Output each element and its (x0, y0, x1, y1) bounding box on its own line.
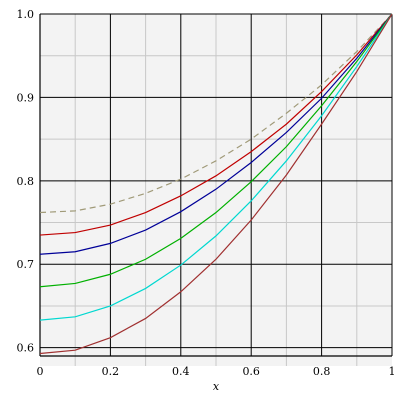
axes (39, 14, 392, 357)
y-tick-label: 0.6 (17, 342, 35, 355)
y-tick-label: 1.0 (17, 8, 35, 21)
x-tick-label: 0.4 (172, 365, 190, 378)
minor-grid (40, 14, 392, 366)
x-tick-label: 0.8 (313, 365, 331, 378)
x-tick-label: 0 (37, 365, 44, 378)
y-tick-label: 0.9 (17, 91, 35, 104)
x-tick-label: 0.2 (102, 365, 120, 378)
series-line-2 (39, 13, 393, 236)
x-tick-label: 1 (389, 365, 396, 378)
x-axis-label: x (213, 380, 220, 393)
series-line-6 (39, 13, 393, 355)
y-tick-label: 0.8 (17, 175, 35, 188)
x-tick-label: 0.6 (242, 365, 260, 378)
series-line-1 (39, 13, 393, 214)
y-tick-label: 0.7 (17, 258, 35, 271)
series-group (39, 13, 393, 355)
tick-labels: 0 0.2 0.4 0.6 0.8 1 0.6 0.7 0.8 0.9 1.0 (17, 8, 396, 378)
series-line-3 (39, 13, 393, 255)
series-line-5 (39, 13, 393, 321)
series-line-4 (39, 13, 393, 288)
